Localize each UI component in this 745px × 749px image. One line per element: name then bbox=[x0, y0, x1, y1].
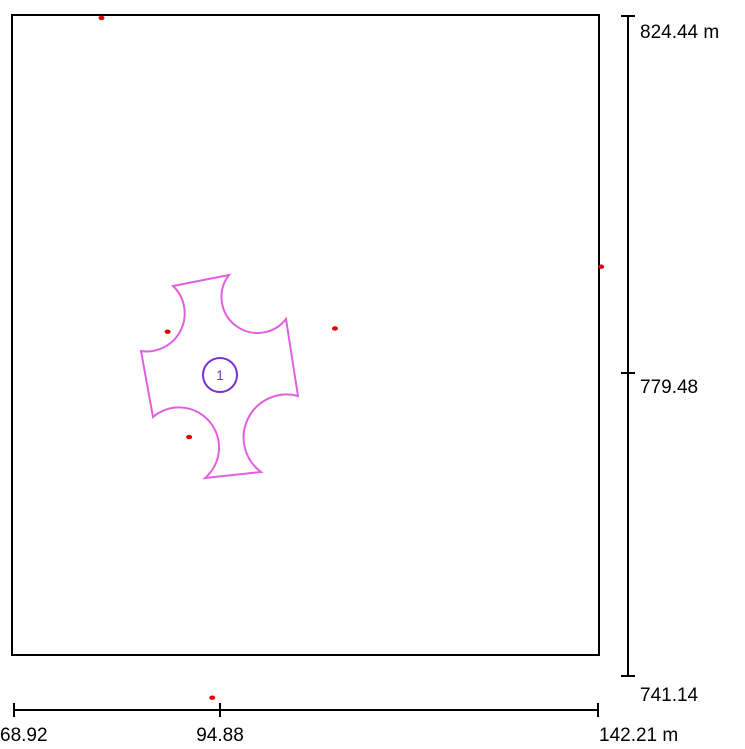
y-min-label: 741.14 bbox=[640, 685, 699, 706]
point-marker bbox=[331, 326, 338, 331]
point-marker bbox=[186, 434, 193, 440]
point-marker bbox=[164, 329, 171, 334]
x-max-label: 142.21 m bbox=[599, 725, 678, 746]
zone-label-circle bbox=[202, 357, 238, 393]
y-scale-bar: 824.44 m 779.48 741.14 bbox=[621, 15, 719, 706]
zone-polygon bbox=[139, 273, 300, 480]
y-max-label: 824.44 m bbox=[640, 22, 719, 43]
x-mid-label: 94.88 bbox=[196, 725, 244, 746]
point-marker bbox=[98, 15, 105, 21]
x-min-label: 68.92 bbox=[0, 725, 48, 746]
point-marker bbox=[598, 264, 605, 269]
map-frame bbox=[11, 14, 600, 656]
point-marker bbox=[209, 695, 216, 700]
y-mid-label: 779.48 bbox=[640, 377, 698, 398]
zone-label: 1 bbox=[216, 367, 224, 383]
x-scale-bar: 68.92 94.88 142.21 m bbox=[0, 703, 678, 746]
points-layer bbox=[98, 15, 605, 700]
